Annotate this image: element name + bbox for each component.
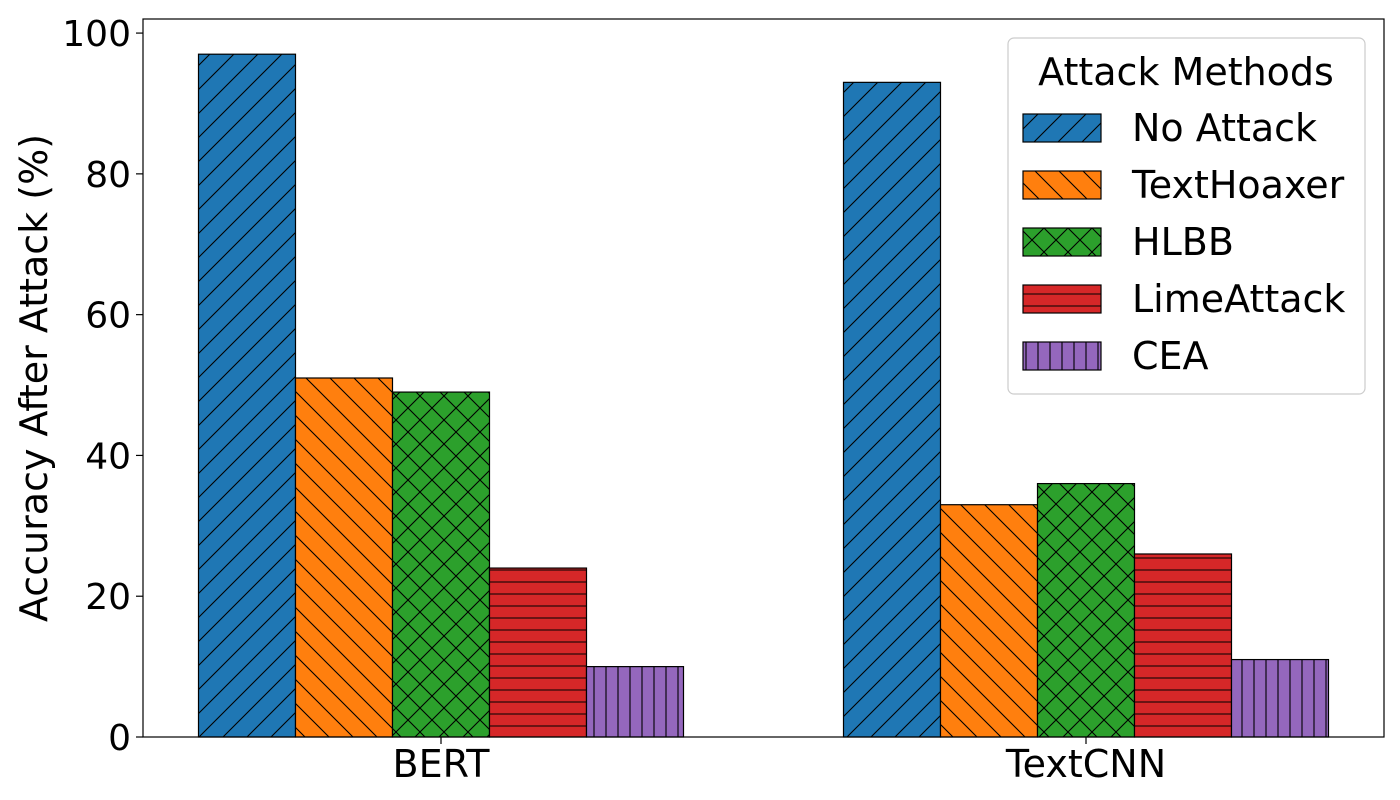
- legend-label-texthoaxer: TextHoaxer: [1131, 163, 1345, 207]
- y-tick-label: 100: [62, 14, 131, 55]
- bar-bert-limeattack: [488, 567, 588, 738]
- bar-bert-texthoaxer: [294, 377, 394, 738]
- x-tick-label-textcnn: TextCNN: [1005, 742, 1166, 786]
- legend-swatch-limeattack: [1022, 284, 1102, 314]
- bar-bert-cea: [585, 666, 685, 738]
- bar-bert-no-attack: [197, 53, 297, 738]
- legend-swatch-texthoaxer: [1022, 170, 1102, 200]
- y-tick-label: 60: [85, 296, 131, 337]
- y-axis-ticks: 0 20 40 60 80 100: [62, 14, 143, 759]
- legend-swatch-no-attack: [1022, 113, 1102, 143]
- y-tick-label: 40: [85, 436, 131, 477]
- legend-label-no-attack: No Attack: [1132, 106, 1317, 150]
- x-axis-ticks: BERT TextCNN: [393, 737, 1166, 786]
- y-tick-label: 0: [108, 718, 131, 759]
- legend-swatch-hlbb: [1022, 227, 1102, 257]
- legend-label-hlbb: HLBB: [1132, 220, 1234, 264]
- bar-textcnn-texthoaxer: [939, 504, 1039, 738]
- y-axis-title: Accuracy After Attack (%): [12, 134, 56, 622]
- plot-frame: [142, 18, 1385, 738]
- bar-textcnn-cea: [1230, 658, 1330, 738]
- legend-label-limeattack: LimeAttack: [1132, 277, 1345, 321]
- y-tick-label: 20: [85, 577, 131, 618]
- x-tick-label-bert: BERT: [393, 742, 491, 786]
- bars-group: [197, 53, 1330, 738]
- y-tick-label: 80: [85, 155, 131, 196]
- bar-textcnn-limeattack: [1133, 553, 1233, 738]
- legend-swatch-cea: [1022, 341, 1102, 371]
- legend-label-cea: CEA: [1132, 334, 1209, 378]
- bar-textcnn-no-attack: [842, 81, 942, 738]
- legend: Attack Methods No Attack TextHoaxer HLBB Li…: [1007, 37, 1366, 395]
- legend-title: Attack Methods: [1038, 50, 1334, 94]
- bar-textcnn-hlbb: [1036, 482, 1136, 738]
- bar-bert-hlbb: [391, 391, 491, 738]
